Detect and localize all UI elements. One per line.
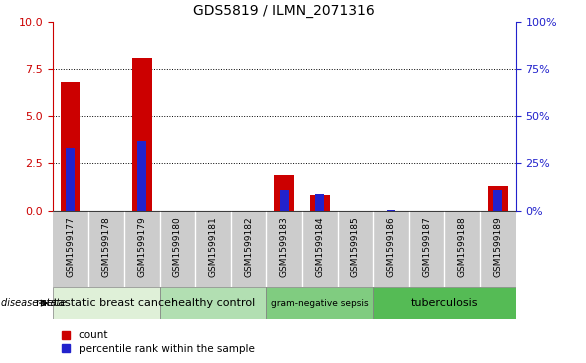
Bar <box>274 175 294 211</box>
Bar <box>61 82 80 211</box>
Text: tuberculosis: tuberculosis <box>411 298 478 308</box>
Bar <box>53 287 159 319</box>
Text: GSM1599178: GSM1599178 <box>101 217 111 277</box>
Bar <box>310 195 329 211</box>
Bar <box>159 287 267 319</box>
Bar <box>137 141 146 211</box>
Text: disease state: disease state <box>1 298 66 308</box>
Bar <box>387 209 396 211</box>
Text: GSM1599185: GSM1599185 <box>351 217 360 277</box>
Text: GSM1599177: GSM1599177 <box>66 217 75 277</box>
Text: GSM1599179: GSM1599179 <box>137 217 146 277</box>
Text: GSM1599183: GSM1599183 <box>280 217 289 277</box>
Bar <box>132 58 152 211</box>
Bar <box>315 195 324 211</box>
Bar <box>373 287 516 319</box>
Legend: count, percentile rank within the sample: count, percentile rank within the sample <box>58 326 259 358</box>
Text: GSM1599181: GSM1599181 <box>209 217 217 277</box>
Text: healthy control: healthy control <box>171 298 255 308</box>
Text: gram-negative sepsis: gram-negative sepsis <box>271 299 369 307</box>
Text: GSM1599189: GSM1599189 <box>493 217 502 277</box>
Text: GSM1599186: GSM1599186 <box>387 217 396 277</box>
Bar <box>493 190 502 211</box>
Bar <box>280 190 289 211</box>
Text: GSM1599182: GSM1599182 <box>244 217 253 277</box>
Text: GSM1599180: GSM1599180 <box>173 217 182 277</box>
Title: GDS5819 / ILMN_2071316: GDS5819 / ILMN_2071316 <box>193 4 375 18</box>
Bar <box>66 148 75 211</box>
Text: metastatic breast cancer: metastatic breast cancer <box>36 298 176 308</box>
Text: GSM1599184: GSM1599184 <box>315 217 324 277</box>
Bar <box>488 186 507 211</box>
Text: GSM1599187: GSM1599187 <box>422 217 431 277</box>
Text: GSM1599188: GSM1599188 <box>458 217 467 277</box>
Bar <box>267 287 373 319</box>
